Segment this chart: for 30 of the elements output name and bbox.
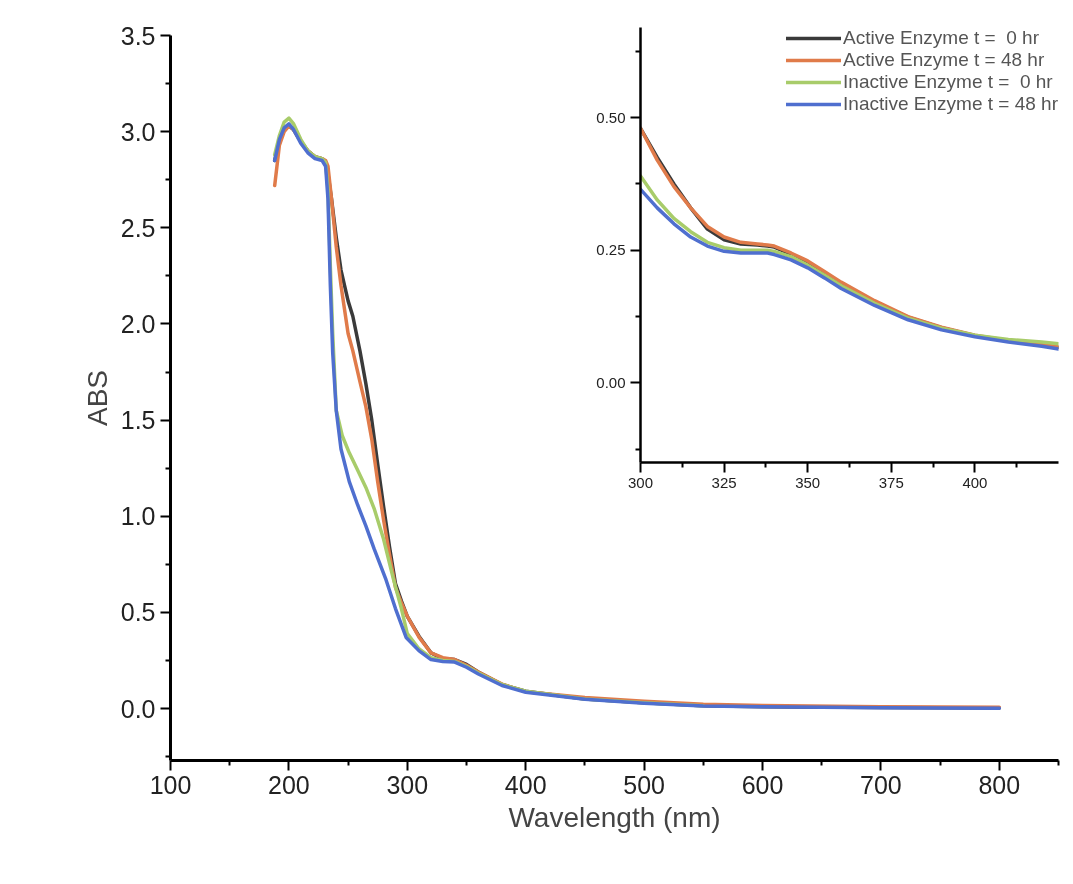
y-tick-label: 1.5 [120, 406, 156, 435]
x-tick-label: 700 [860, 770, 902, 799]
x-tick-label: 200 [268, 770, 310, 799]
x-tick-label: 800 [978, 770, 1021, 799]
x-tick-label: 375 [878, 473, 904, 491]
y-tick-label: 1.0 [120, 502, 156, 531]
x-tick-label: 600 [741, 770, 784, 799]
x-tick-label: 325 [711, 473, 737, 491]
x-tick-label: 400 [504, 770, 547, 799]
y-tick-label: 3.5 [120, 21, 156, 50]
y-tick-label: 3.0 [120, 117, 156, 146]
x-axis-title: Wavelength (nm) [508, 801, 721, 833]
y-tick-label: 2.5 [120, 213, 156, 242]
x-tick-label: 300 [386, 770, 429, 799]
legend-label: Active Enzyme t = 48 hr [843, 49, 1045, 71]
x-tick-label: 500 [623, 770, 665, 799]
x-tick-label: 100 [149, 770, 192, 799]
legend-label: Inactive Enzyme t = 0 hr [843, 71, 1053, 93]
legend-label: Inactive Enzyme t = 48 hr [843, 93, 1058, 115]
y-tick-label: 0.5 [120, 598, 156, 627]
x-tick-label: 400 [962, 473, 988, 491]
x-tick-label: 300 [627, 473, 654, 491]
x-tick-label: 350 [795, 473, 821, 491]
legend-label: Active Enzyme t = 0 hr [843, 27, 1039, 49]
y-axis-title: ABS [81, 369, 113, 427]
y-tick-label: 2.0 [120, 309, 156, 338]
y-tick-label: 0.50 [596, 108, 626, 126]
y-tick-label: 0.00 [596, 373, 626, 391]
y-tick-label: 0.25 [596, 241, 626, 259]
y-tick-label: 0.0 [120, 694, 156, 723]
